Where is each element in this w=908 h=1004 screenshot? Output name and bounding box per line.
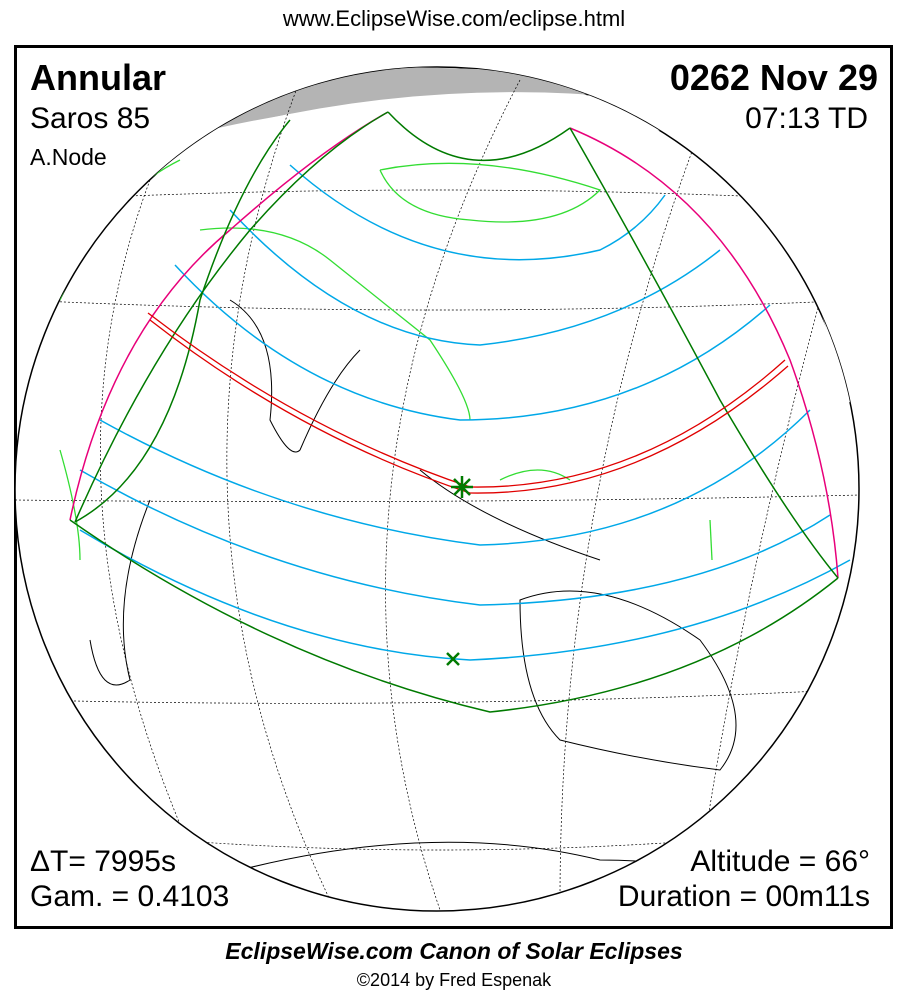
globe-outline (14, 66, 860, 912)
rise-set-curves (69, 111, 839, 579)
footer-copyright: ©2014 by Fred Espenak (356, 970, 552, 990)
source-url: www.EclipseWise.com/eclipse.html (282, 6, 626, 31)
footer-title: EclipseWise.com Canon of Solar Eclipses (225, 938, 683, 964)
duration: Duration = 00m11s (617, 880, 870, 913)
penumbral-limits (69, 111, 839, 713)
gamma: Gam. = 0.4103 (30, 880, 230, 913)
saros-number: Saros 85 (30, 102, 151, 135)
altitude: Altitude = 66° (690, 845, 870, 878)
asterisk-icon (451, 476, 473, 498)
x-icon (446, 652, 460, 666)
eclipse-type: Annular (30, 57, 167, 98)
obscuration-contours (79, 164, 851, 661)
graticule (15, 79, 859, 911)
node: A.Node (30, 144, 107, 170)
delta-t: ΔT= 7995s (30, 845, 176, 878)
eclipse-time: 07:13 TD (745, 102, 868, 135)
eclipse-date: 0262 Nov 29 (669, 57, 878, 98)
